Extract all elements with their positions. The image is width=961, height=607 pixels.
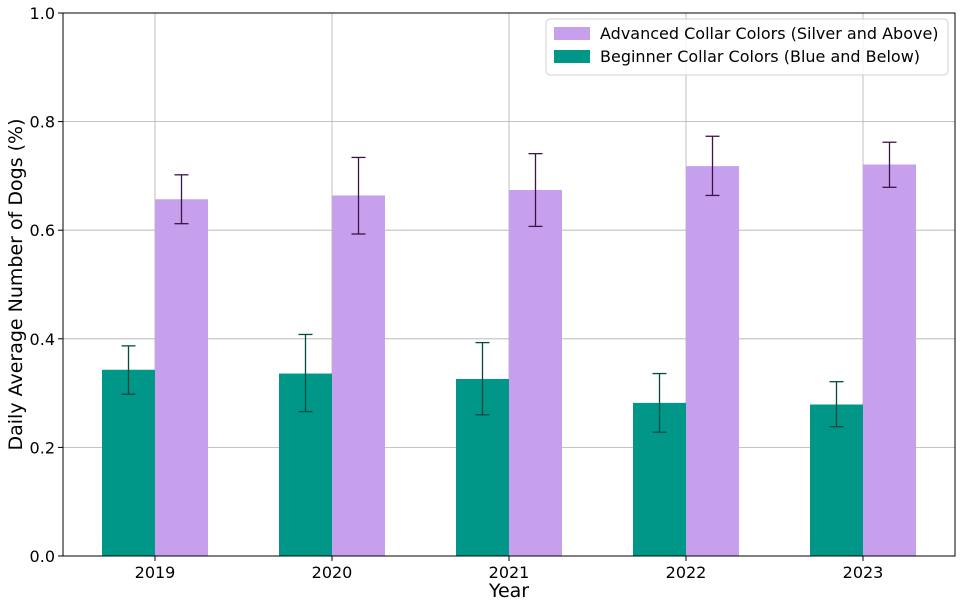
bars xyxy=(102,164,916,556)
axis-ticks: 0.0 0.2 0.4 0.6 0.8 1.0 2019 2020 2021 2022 2023 xyxy=(30,4,884,582)
legend-label: Beginner Collar Colors (Blue and Below) xyxy=(600,47,920,66)
y-axis-label: Daily Average Number of Dogs (%) xyxy=(5,118,27,450)
bar-advanced-2020 xyxy=(332,195,385,556)
y-tick-label: 0.8 xyxy=(30,113,55,132)
x-axis-label: Year xyxy=(488,580,529,602)
x-tick-label: 2022 xyxy=(666,563,707,582)
y-tick-label: 1.0 xyxy=(30,4,55,23)
bar-beginner-2023 xyxy=(810,404,863,556)
error-bars xyxy=(121,135,897,433)
x-tick-label: 2021 xyxy=(489,563,530,582)
legend: Advanced Collar Colors (Silver and Above… xyxy=(545,18,949,76)
y-tick-label: 0.6 xyxy=(30,221,55,240)
bar-advanced-2022 xyxy=(686,166,739,556)
bar-advanced-2019 xyxy=(155,199,208,556)
legend-swatch xyxy=(554,50,590,63)
y-tick-label: 0.0 xyxy=(30,547,55,566)
bar-advanced-2021 xyxy=(509,190,562,556)
y-tick-label: 0.4 xyxy=(30,330,55,349)
bar-advanced-2023 xyxy=(863,164,916,556)
legend-label: Advanced Collar Colors (Silver and Above… xyxy=(600,24,939,43)
x-tick-label: 2020 xyxy=(312,563,353,582)
x-tick-label: 2019 xyxy=(135,563,176,582)
y-tick-label: 0.2 xyxy=(30,438,55,457)
legend-swatch xyxy=(554,27,590,40)
x-tick-label: 2023 xyxy=(843,563,884,582)
legend-box xyxy=(545,18,949,76)
bar-beginner-2019 xyxy=(102,369,155,556)
